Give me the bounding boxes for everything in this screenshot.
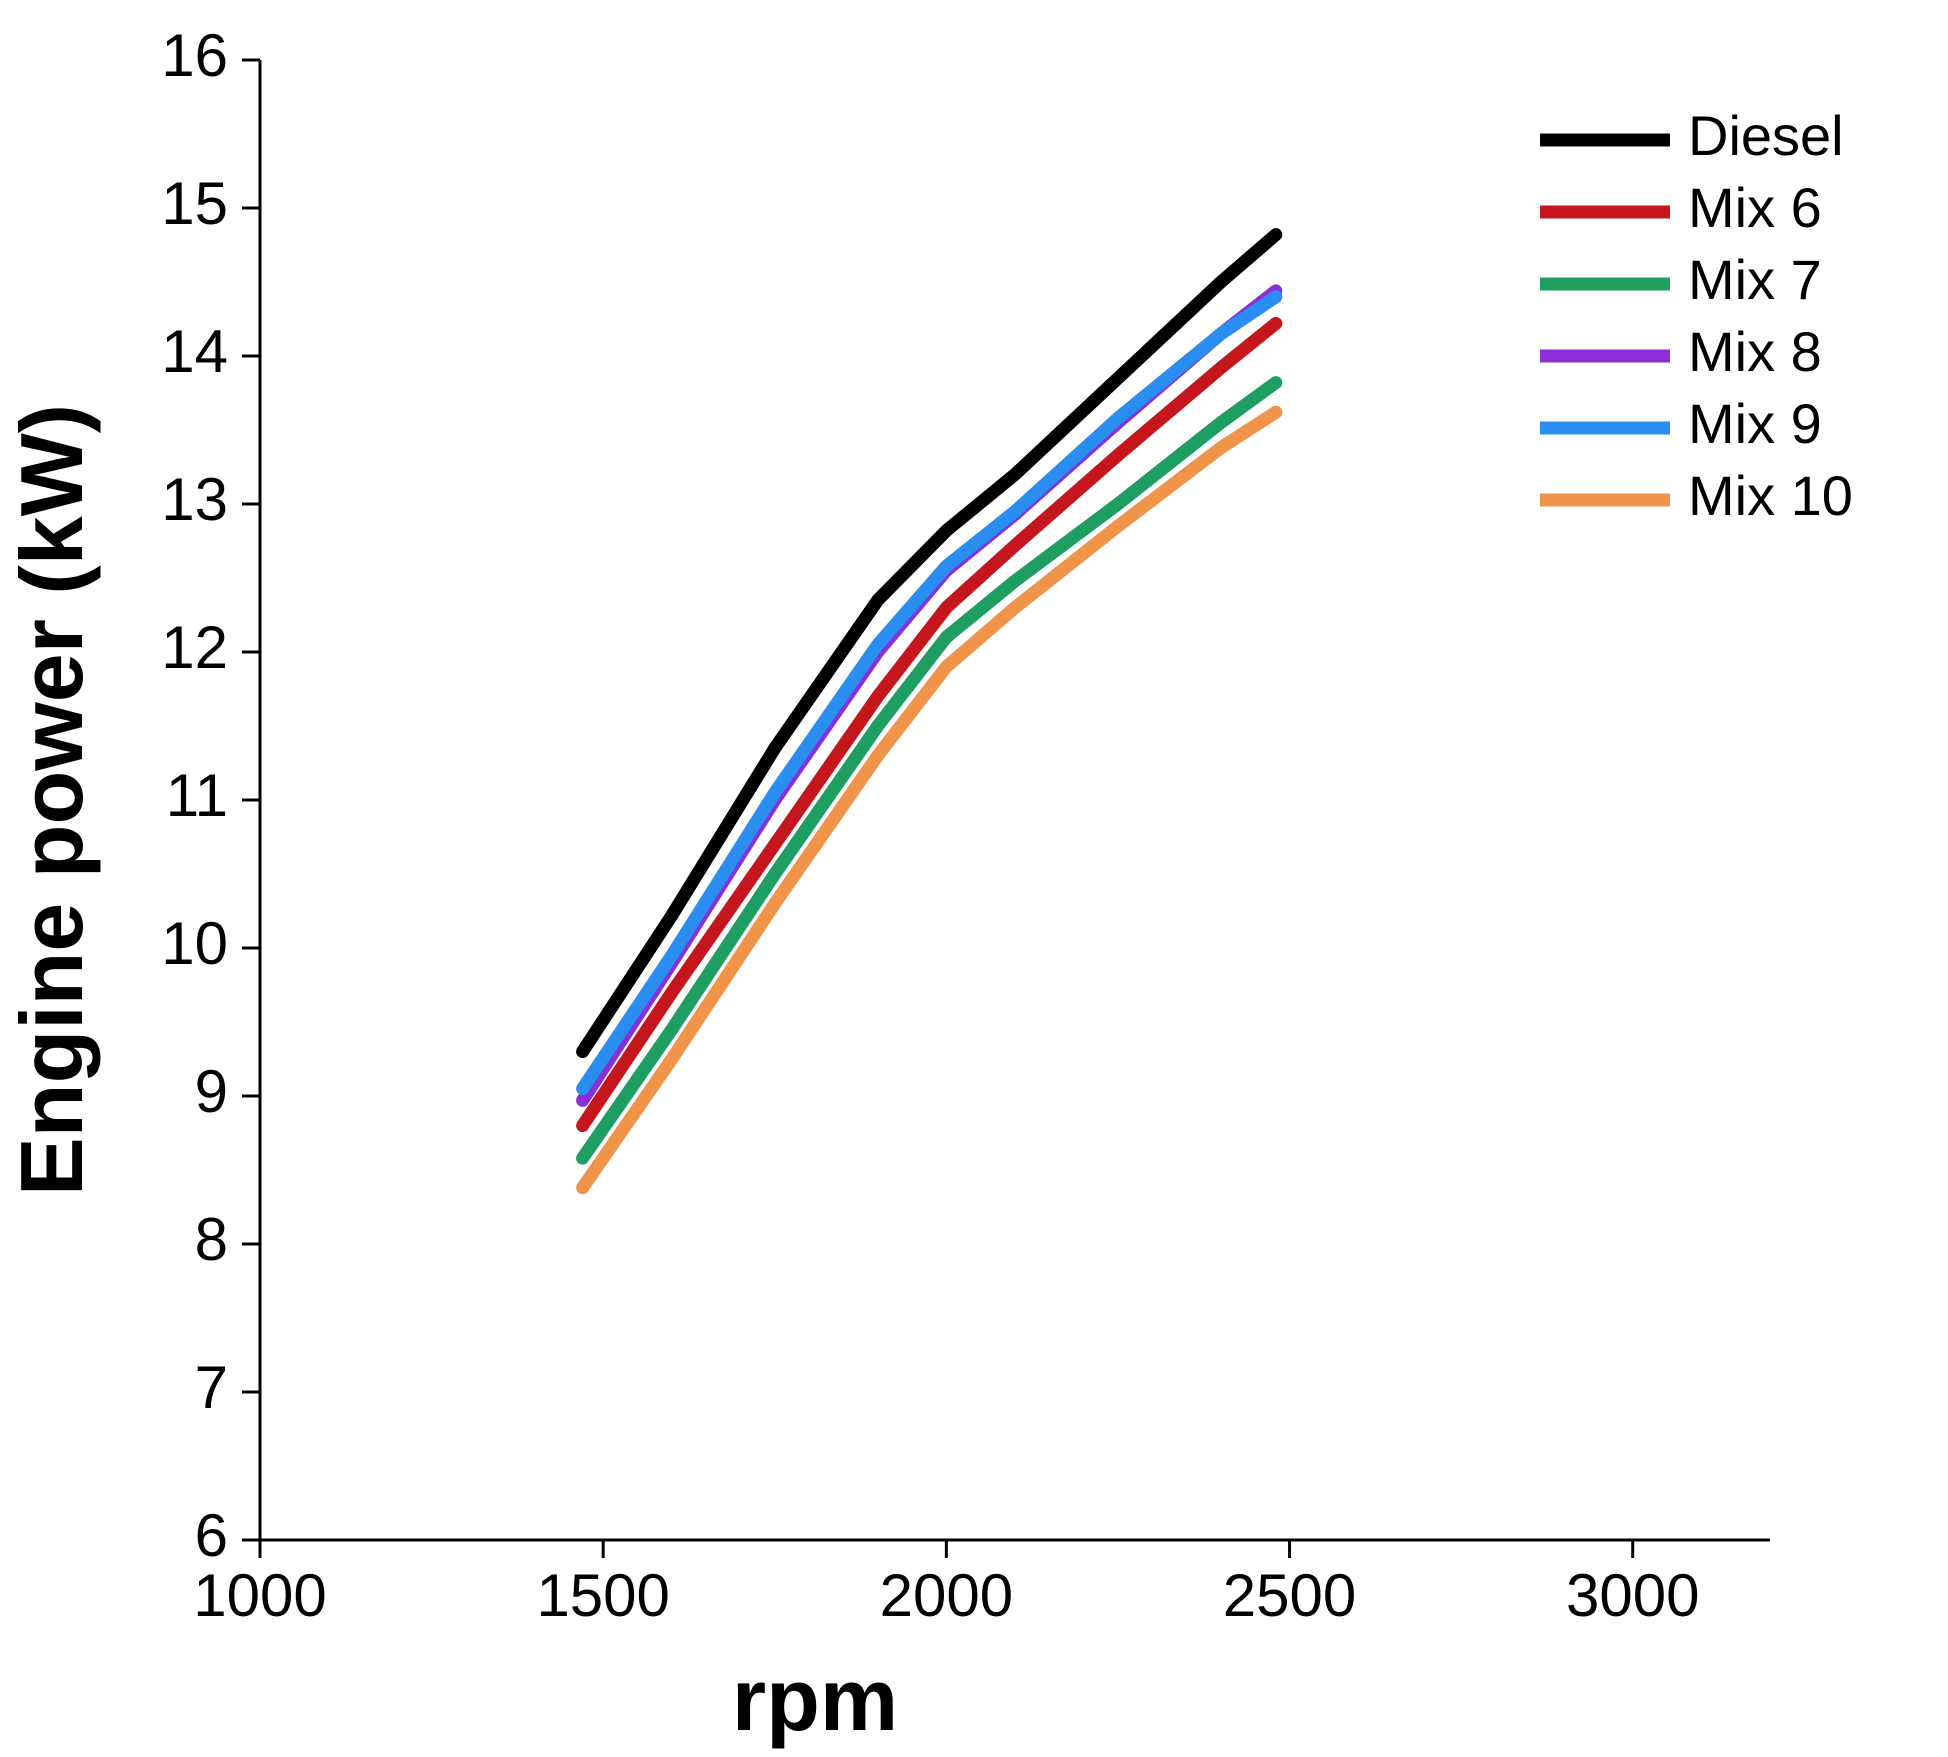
y-tick-label: 14 bbox=[161, 318, 228, 385]
y-tick-label: 11 bbox=[166, 762, 228, 829]
legend-label: Mix 10 bbox=[1688, 464, 1853, 527]
y-tick-label: 8 bbox=[195, 1206, 228, 1273]
y-tick-label: 6 bbox=[195, 1502, 228, 1569]
legend-label: Mix 7 bbox=[1688, 248, 1822, 311]
y-axis-label: Engine power (kW) bbox=[2, 404, 101, 1196]
y-tick-label: 15 bbox=[161, 170, 228, 237]
legend-label: Mix 6 bbox=[1688, 176, 1822, 239]
y-tick-label: 9 bbox=[195, 1058, 228, 1125]
y-tick-label: 16 bbox=[161, 22, 228, 89]
legend-label: Mix 8 bbox=[1688, 320, 1822, 383]
x-axis-label: rpm bbox=[732, 1650, 898, 1749]
x-tick-label: 3000 bbox=[1566, 1562, 1699, 1629]
legend-label: Diesel bbox=[1688, 104, 1844, 167]
legend-label: Mix 9 bbox=[1688, 392, 1822, 455]
x-tick-label: 2000 bbox=[880, 1562, 1013, 1629]
engine-power-chart: 6 7 8 9 10 11 12 13 14 15 16 1000 1500 2000 2500 3000 rp… bbox=[0, 0, 1948, 1757]
y-tick-label: 12 bbox=[161, 614, 228, 681]
y-tick-label: 7 bbox=[195, 1354, 228, 1421]
y-tick-label: 10 bbox=[161, 910, 228, 977]
x-tick-label: 2500 bbox=[1223, 1562, 1356, 1629]
x-tick-label: 1000 bbox=[193, 1562, 326, 1629]
y-tick-label: 13 bbox=[161, 466, 228, 533]
x-tick-label: 1500 bbox=[536, 1562, 669, 1629]
